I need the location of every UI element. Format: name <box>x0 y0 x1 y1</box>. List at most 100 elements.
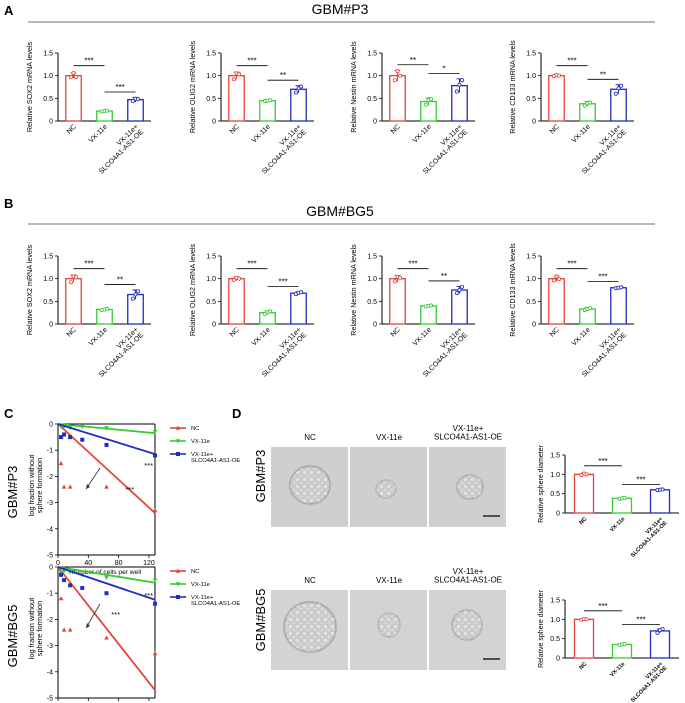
significance-label: *** <box>598 602 607 611</box>
annotation-label: *** <box>144 461 153 470</box>
y-tick-label: 0 <box>373 322 377 329</box>
bar-0 <box>389 75 406 122</box>
data-point <box>460 78 465 83</box>
data-marker <box>152 430 158 435</box>
significance-label: *** <box>247 57 256 66</box>
x-tick-label: NC <box>549 123 561 135</box>
data-point <box>423 102 428 107</box>
y-tick-label: 0 <box>556 511 560 518</box>
bar-2 <box>610 88 627 122</box>
significance-label: ** <box>600 70 606 79</box>
section-title-bg5: GBM#BG5 <box>306 203 374 219</box>
panel-label-c: C <box>4 406 14 421</box>
data-point <box>457 287 462 292</box>
data-point <box>660 627 665 632</box>
fit-line-2 <box>57 566 156 601</box>
data-point <box>616 86 621 91</box>
data-point <box>68 75 73 80</box>
bar-2 <box>127 99 144 122</box>
annotation-label: *** <box>111 610 120 619</box>
significance-label: *** <box>84 260 93 269</box>
significance-label: *** <box>84 57 93 66</box>
y-tick-label: 0.5 <box>367 96 377 103</box>
y-tick-label: 1.0 <box>43 276 53 283</box>
data-point <box>557 73 562 78</box>
image-labels-d2: NC VX-11e VX-11e+ SLCO4A1-AS1-OE <box>304 567 502 585</box>
data-point <box>262 312 267 317</box>
y-tick-label: 1.5 <box>367 254 377 261</box>
data-point <box>105 108 110 113</box>
data-marker <box>79 424 85 430</box>
x-tick-label: NC <box>66 326 78 338</box>
y-tick-label: -1 <box>47 448 53 455</box>
bar-1 <box>579 103 596 122</box>
data-marker <box>62 432 67 437</box>
data-marker <box>104 442 109 447</box>
x-tick-label: NC <box>578 516 588 526</box>
y-axis-label: Relative Nestin mRNA levels <box>349 244 358 336</box>
y-tick-label: 0.5 <box>43 96 53 103</box>
bar-chart-a3: 0 0.5 1.0 1.5 Relative Nestin mRNA levels NC V… <box>349 41 475 176</box>
x-axis-label: number of cells per well <box>72 569 142 576</box>
y-tick-label: 0 <box>532 322 536 329</box>
x-tick-label: VX-11e <box>571 123 592 144</box>
y-axis-label: Relative OLIG2 mRNA levels <box>188 40 197 133</box>
significance-label: *** <box>247 260 256 269</box>
y-tick-label: 1.5 <box>550 598 560 605</box>
x-tick-label: NC <box>390 326 402 338</box>
image-label: VX-11e <box>376 576 403 585</box>
bar-2 <box>290 88 307 122</box>
section-title-p3: GBM#P3 <box>312 1 369 17</box>
bar-chart-a4: 0 0.5 1.0 1.5 Relative CD133 mRNA levels NC VX… <box>508 40 634 176</box>
data-point <box>133 292 138 297</box>
panel-label-d: D <box>232 406 241 421</box>
data-point <box>136 97 141 102</box>
bar-chart-b2: 0 0.5 1.0 1.5 Relative OLIG2 mRNA levels NC VX… <box>188 243 314 379</box>
data-point <box>582 103 587 108</box>
y-tick-label: 0.5 <box>550 636 560 643</box>
sphere-oe-p3 <box>456 474 484 500</box>
significance-label: *** <box>567 57 576 66</box>
bar-0 <box>228 75 245 122</box>
panel-label-a: A <box>4 3 14 18</box>
bar-0 <box>548 278 565 325</box>
data-marker <box>152 651 158 656</box>
annotation-arrowhead <box>86 623 90 628</box>
data-marker <box>104 591 109 596</box>
significance-label: * <box>442 64 445 73</box>
row-label-c-p3: GBM#P3 <box>5 466 20 519</box>
data-point <box>268 98 273 103</box>
data-point <box>457 82 462 87</box>
legend-label: VX-11e <box>191 582 210 588</box>
data-point <box>130 99 135 104</box>
image-label: NC <box>304 576 316 585</box>
data-point <box>557 277 562 282</box>
y-tick-label: 1.0 <box>526 276 536 283</box>
bar-chart-d2: 0 0.5 1.0 1.5 Relative sphere diameter NC VX-1… <box>538 589 679 703</box>
legend-label: VX-11e+ SLCO4A1-AS1-OE <box>191 595 240 607</box>
data-point <box>71 70 76 75</box>
data-point <box>74 275 79 280</box>
data-point <box>660 487 665 492</box>
data-point <box>588 306 593 311</box>
y-axis-label: Relative Nestin mRNA levels <box>349 41 358 133</box>
annotation-label: *** <box>125 485 134 494</box>
data-point <box>299 290 304 295</box>
panel-label-b: B <box>4 196 13 211</box>
data-marker <box>59 572 64 577</box>
data-marker <box>152 508 158 513</box>
data-point <box>619 83 624 88</box>
data-point <box>136 289 141 294</box>
y-axis-label: Relative CD133 mRNA levels <box>508 40 517 134</box>
row-label-d-p3: GBM#P3 <box>253 450 268 503</box>
data-point <box>231 278 236 283</box>
x-tick-label: VX-11e <box>412 123 433 144</box>
data-point <box>460 284 465 289</box>
bar-2 <box>610 287 627 325</box>
y-tick-label: -4 <box>47 526 53 533</box>
y-tick-label: -2 <box>47 474 53 481</box>
y-tick-label: 1.0 <box>526 73 536 80</box>
data-marker <box>175 582 181 587</box>
data-point <box>622 495 627 500</box>
data-point <box>299 84 304 89</box>
